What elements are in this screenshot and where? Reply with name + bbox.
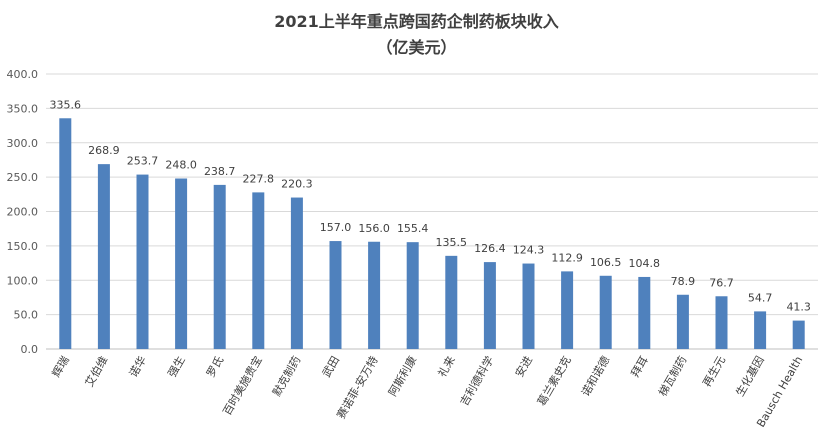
x-tick-label: 艾伯维 — [82, 354, 111, 390]
x-tick-label: 生化基因 — [733, 354, 767, 399]
x-tick-label: 阿斯利康 — [385, 354, 419, 399]
bar — [368, 241, 381, 349]
x-tick-label: 再生元 — [699, 354, 728, 390]
data-label: 41.3 — [786, 301, 811, 314]
x-tick-label: 安进 — [512, 354, 535, 380]
data-label: 155.4 — [397, 222, 429, 235]
bar — [213, 184, 226, 349]
y-tick-label: 200.0 — [7, 206, 39, 219]
y-tick-label: 400.0 — [7, 68, 39, 81]
y-tick-label: 100.0 — [7, 274, 39, 287]
bar — [676, 294, 689, 349]
bar — [792, 320, 805, 349]
y-tick-label: 300.0 — [7, 137, 39, 150]
data-label: 124.3 — [513, 244, 545, 257]
bar — [522, 263, 535, 349]
data-label: 112.9 — [551, 251, 583, 264]
data-label: 156.0 — [358, 222, 390, 235]
bar — [406, 242, 419, 349]
x-tick-label: 拜耳 — [629, 354, 651, 380]
x-tick-label: 百时美施贵宝 — [220, 354, 265, 418]
bar — [638, 276, 651, 349]
bar — [290, 197, 303, 349]
x-tick-label: 诺华 — [126, 354, 149, 380]
y-tick-label: 350.0 — [7, 102, 39, 115]
bar — [329, 241, 342, 349]
bar — [599, 275, 612, 349]
data-label: 54.7 — [748, 291, 773, 304]
bar — [445, 255, 458, 349]
x-tick-label: 罗氏 — [204, 354, 226, 380]
data-label: 335.6 — [50, 98, 82, 111]
bar — [715, 296, 728, 349]
data-label: 157.0 — [320, 221, 352, 234]
data-label: 220.3 — [281, 178, 313, 191]
x-tick-label: 默克制药 — [270, 354, 303, 399]
y-tick-label: 250.0 — [7, 171, 39, 184]
x-tick-label: 梯瓦制药 — [656, 354, 689, 399]
bar — [136, 174, 149, 349]
bar — [97, 164, 110, 349]
x-tick-label: 武田 — [320, 354, 342, 380]
x-tick-label: 葛兰素史克 — [535, 354, 574, 408]
y-tick-label: 0.0 — [21, 343, 39, 356]
x-tick-label: 辉瑞 — [49, 354, 72, 380]
bar — [59, 118, 72, 350]
bar — [175, 178, 188, 349]
chart-title: 2021上半年重点跨国药企制药板块收入 — [274, 12, 559, 31]
x-tick-label: 强生 — [165, 354, 188, 380]
data-label: 76.7 — [709, 276, 734, 289]
data-label: 126.4 — [474, 242, 506, 255]
x-tick-label: 诺和诺德 — [578, 354, 612, 399]
chart-subtitle: （亿美元） — [376, 38, 457, 57]
y-tick-label: 50.0 — [14, 309, 39, 322]
data-label: 104.8 — [629, 257, 661, 270]
x-tick-label: 赛诺菲-安万特 — [334, 354, 381, 422]
data-label: 78.9 — [671, 275, 696, 288]
bar — [754, 311, 767, 349]
bar — [561, 271, 574, 349]
data-label: 106.5 — [590, 256, 622, 269]
data-label: 248.0 — [165, 159, 197, 172]
y-tick-label: 150.0 — [7, 240, 39, 253]
x-tick-label: 礼来 — [435, 354, 458, 380]
bar — [483, 262, 496, 349]
data-label: 238.7 — [204, 165, 236, 178]
data-label: 253.7 — [127, 155, 159, 168]
data-label: 227.8 — [243, 172, 275, 185]
bar — [252, 192, 265, 349]
data-label: 135.5 — [436, 236, 468, 249]
x-tick-label: 吉利德科学 — [457, 354, 497, 409]
data-label: 268.9 — [88, 144, 120, 157]
